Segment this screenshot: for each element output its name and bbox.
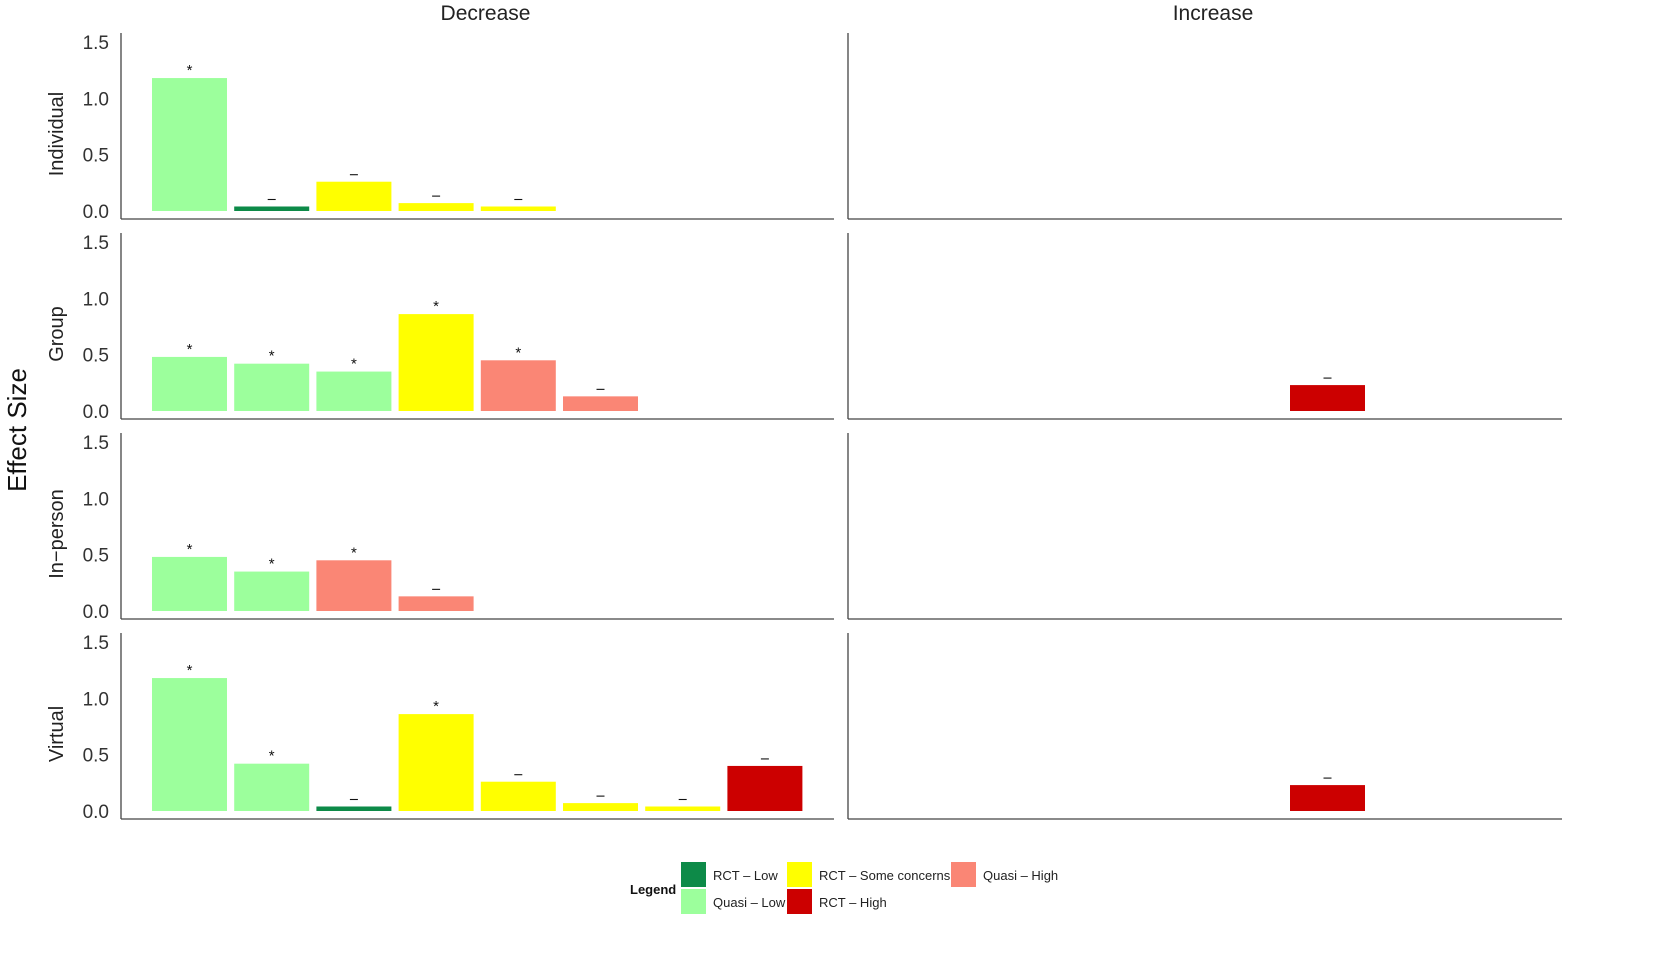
row-title-in-person: In−person: [46, 489, 68, 579]
y-tick-label: 0.5: [83, 746, 109, 767]
bar-virtual-decrease-7: [645, 806, 721, 811]
bar-group-decrease-6: [563, 396, 638, 411]
legend-title: Legend: [630, 882, 676, 897]
significance-marker: *: [269, 348, 275, 365]
bar-group-decrease-3: [316, 371, 392, 411]
legend-label-rct-low: RCT – Low: [713, 868, 778, 883]
bar-group-decrease-4: [398, 314, 474, 411]
significance-marker: *: [351, 544, 357, 561]
legend-swatch-rct-some-concerns: [787, 862, 812, 887]
significance-marker: *: [187, 541, 193, 558]
row-title-individual: Individual: [46, 92, 68, 177]
y-tick-label: 1.5: [83, 433, 109, 454]
y-tick-label: 0.0: [83, 402, 109, 423]
bar-virtual-decrease-2: [234, 763, 310, 811]
significance-marker: *: [187, 341, 193, 358]
bar-individual-decrease-1: [152, 78, 227, 211]
bar-in-person-decrease-2: [234, 571, 310, 611]
bar-virtual-decrease-1: [152, 678, 227, 811]
legend-label-quasi-low: Quasi – Low: [713, 895, 786, 910]
column-title-decrease: Decrease: [441, 2, 531, 25]
bar-virtual-decrease-3: [316, 806, 392, 811]
legend-swatch-quasi-low: [681, 889, 706, 914]
y-tick-label: 0.5: [83, 346, 109, 367]
significance-marker: *: [187, 662, 193, 679]
significance-marker: *: [187, 62, 193, 79]
y-tick-label: 1.5: [83, 33, 109, 54]
legend-swatch-rct-high: [787, 889, 812, 914]
y-tick-label: 0.0: [83, 202, 109, 223]
significance-marker: *: [269, 556, 275, 573]
bar-individual-decrease-2: [234, 206, 310, 211]
y-tick-label: 1.0: [83, 89, 109, 110]
y-tick-label: 1.5: [83, 633, 109, 654]
legend-label-rct-high: RCT – High: [819, 895, 887, 910]
bar-in-person-decrease-3: [316, 560, 392, 611]
legend: Legend RCT – Low Quasi – Low RCT – Some con…: [630, 862, 1058, 914]
row-title-group: Group: [46, 306, 68, 362]
y-axis-title: Effect Size: [2, 368, 32, 492]
y-tick-label: 0.0: [83, 602, 109, 623]
y-tick-label: 1.0: [83, 289, 109, 310]
significance-marker: *: [433, 698, 439, 715]
bar-group-decrease-1: [152, 356, 227, 411]
legend-swatch-rct-low: [681, 862, 706, 887]
column-title-increase: Increase: [1173, 2, 1254, 25]
bar-in-person-decrease-1: [152, 556, 227, 611]
significance-marker: *: [433, 298, 439, 315]
legend-swatch-quasi-high: [951, 862, 976, 887]
significance-marker: *: [351, 356, 357, 373]
legend-label-quasi-high: Quasi – High: [983, 868, 1058, 883]
row-title-virtual: Virtual: [46, 706, 68, 762]
y-tick-label: 0.0: [83, 802, 109, 823]
bar-virtual-decrease-5: [480, 781, 556, 811]
y-tick-label: 1.5: [83, 233, 109, 254]
significance-marker: *: [269, 748, 275, 765]
y-tick-label: 1.0: [83, 489, 109, 510]
bar-group-decrease-2: [234, 363, 310, 411]
y-tick-label: 1.0: [83, 689, 109, 710]
y-tick-label: 0.5: [83, 546, 109, 567]
bar-group-increase-6: [1290, 385, 1365, 411]
bar-group-decrease-5: [480, 360, 556, 411]
bar-virtual-decrease-4: [398, 714, 474, 811]
bar-in-person-decrease-4: [398, 596, 474, 611]
bar-individual-decrease-4: [398, 203, 474, 211]
bar-virtual-decrease-6: [563, 803, 638, 811]
bar-individual-decrease-5: [480, 206, 556, 211]
legend-label-rct-some-concerns: RCT – Some concerns: [819, 868, 951, 883]
bar-virtual-increase-6: [1290, 785, 1365, 811]
bar-virtual-decrease-8: [727, 765, 803, 811]
y-tick-label: 0.5: [83, 146, 109, 167]
bar-individual-decrease-3: [316, 181, 392, 211]
significance-marker: *: [515, 344, 521, 361]
